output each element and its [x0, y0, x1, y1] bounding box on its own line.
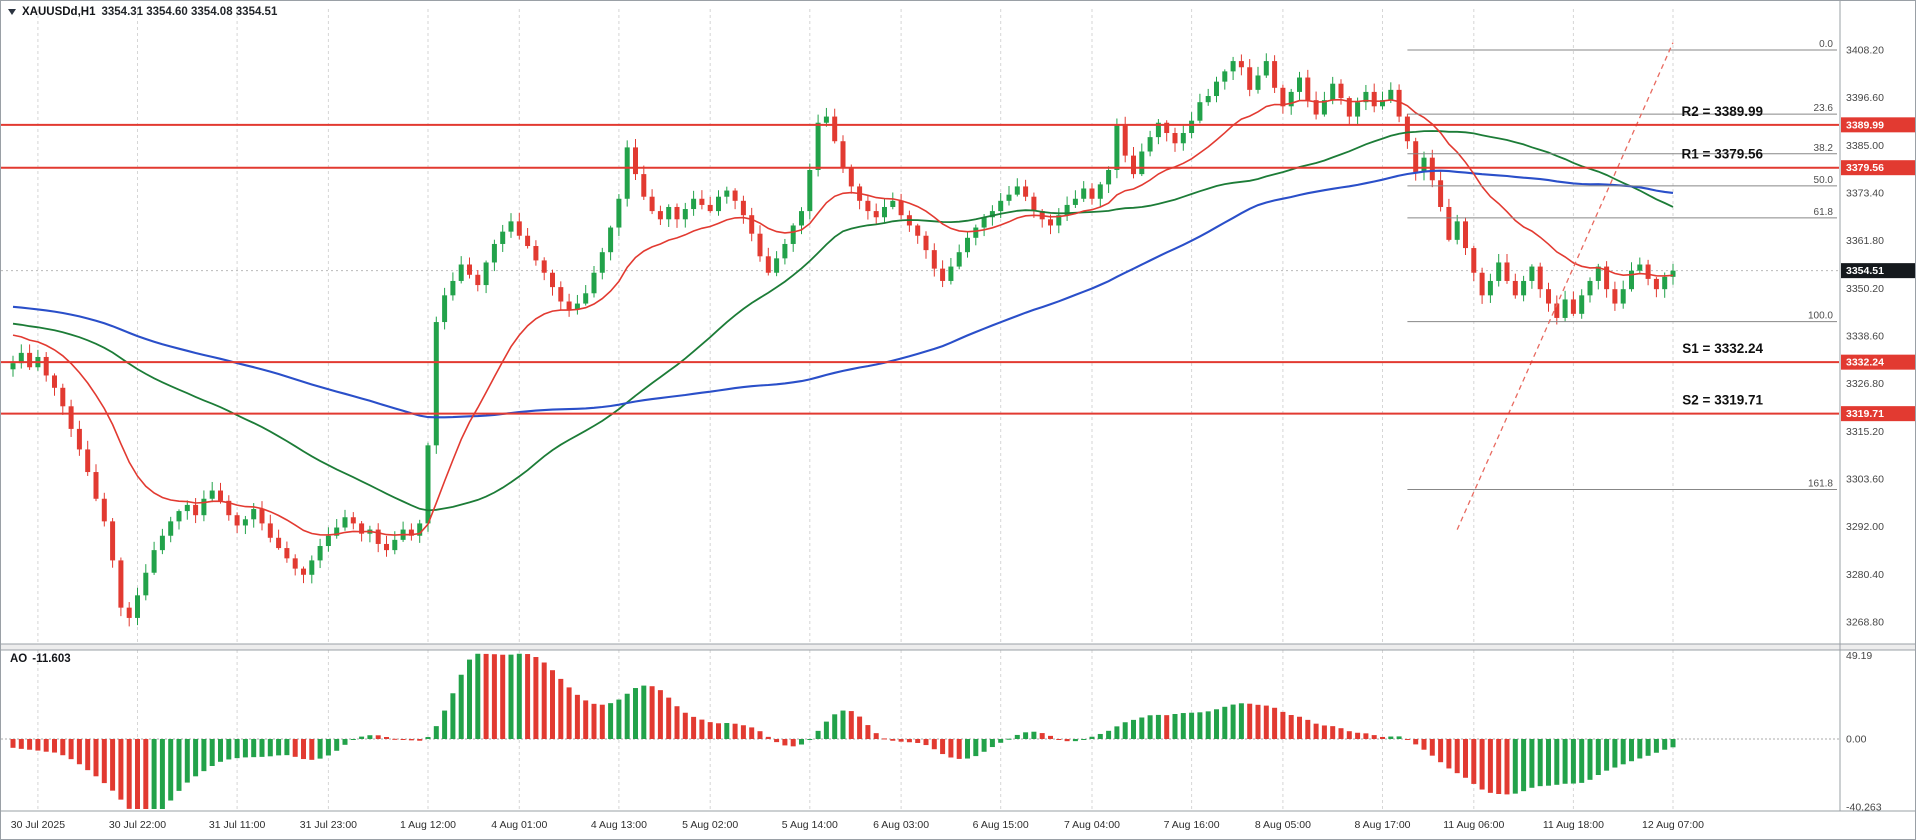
time-label: 1 Aug 12:00	[399, 819, 457, 831]
price-tick: 3280.40	[1846, 569, 1884, 581]
time-label: 5 Aug 02:00	[682, 819, 739, 831]
level-label: S1 = 3332.24	[1682, 341, 1763, 356]
symbol-header[interactable]: XAUUSDd,H1 3354.31 3354.60 3354.08 3354.…	[8, 6, 277, 18]
ao-tick: 0.00	[1846, 734, 1867, 746]
level-badge	[1841, 406, 1915, 422]
time-label: 11 Aug 06:00	[1443, 819, 1505, 831]
level-label: R2 = 3389.99	[1682, 104, 1763, 119]
time-axis[interactable]: 30 Jul 2025 30 Jul 22:00 31 Jul 11:00 31 Ju…	[1, 813, 1840, 839]
price-tick: 3338.60	[1846, 331, 1884, 343]
levels-layer: R2 = 3389.99 3389.99 R1 = 3379.56 3379.56 S1…	[1, 104, 1915, 422]
fib-label: 0.0	[1819, 39, 1833, 50]
time-label: 8 Aug 05:00	[1254, 819, 1311, 831]
fib-label: 23.6	[1814, 103, 1834, 114]
svg-text:3319.71: 3319.71	[1846, 408, 1884, 420]
time-label: 31 Jul 11:00	[208, 819, 266, 831]
level-badge	[1841, 117, 1915, 133]
time-label: 7 Aug 04:00	[1063, 819, 1121, 831]
time-label: 30 Jul 22:00	[108, 819, 167, 831]
price-tick: 3361.80	[1846, 235, 1884, 247]
svg-text:3379.56: 3379.56	[1846, 162, 1884, 174]
fibonacci-layer: 0.0 23.6 38.2 50.0 61.8 100.0 161.8	[1407, 39, 1837, 491]
fib-label: 50.0	[1814, 175, 1834, 186]
level-badge	[1841, 160, 1915, 176]
time-label: 11 Aug 18:00	[1542, 819, 1604, 831]
time-label: 7 Aug 16:00	[1163, 819, 1220, 831]
price-badge-current	[1841, 263, 1915, 279]
price-tick: 3326.80	[1846, 378, 1884, 390]
time-label: 12 Aug 07:00	[1642, 819, 1704, 831]
time-label: 4 Aug 13:00	[590, 819, 647, 831]
fib-label: 61.8	[1814, 207, 1834, 218]
header-ohlc-values: 3354.31 3354.60 3354.08 3354.51	[101, 6, 278, 18]
trendline	[1456, 42, 1674, 530]
symbol-title: XAUUSDd,H1	[22, 6, 96, 18]
fib-label: 100.0	[1808, 311, 1833, 322]
time-label: 8 Aug 17:00	[1354, 819, 1411, 831]
indicator-label: AO -11.603	[10, 653, 71, 665]
price-tick: 3315.20	[1846, 426, 1884, 438]
price-tick: 3303.60	[1846, 474, 1884, 486]
time-label: 6 Aug 03:00	[873, 819, 930, 831]
price-tick: 3350.20	[1846, 283, 1884, 295]
fib-label: 38.2	[1814, 143, 1834, 154]
ma-medium-line	[12, 130, 1674, 512]
fib-label: 161.8	[1808, 479, 1833, 490]
price-tick: 3292.00	[1846, 521, 1884, 533]
symbol-dropdown-icon[interactable]	[8, 9, 16, 15]
time-label: 30 Jul 2025	[10, 819, 66, 831]
price-tick: 3396.60	[1846, 92, 1884, 104]
level-label: R1 = 3379.56	[1682, 147, 1764, 162]
svg-text:3354.51: 3354.51	[1846, 265, 1884, 277]
svg-text:3389.99: 3389.99	[1846, 119, 1884, 131]
time-label: 5 Aug 14:00	[781, 819, 838, 831]
price-tick: 3385.00	[1846, 140, 1884, 152]
svg-text:3332.24: 3332.24	[1846, 357, 1884, 369]
level-label: S2 = 3319.71	[1682, 393, 1763, 408]
ao-layer	[1, 653, 1839, 809]
ao-tick: 49.19	[1846, 650, 1872, 662]
price-tick: 3373.40	[1846, 188, 1884, 200]
price-tick: 3408.20	[1846, 45, 1884, 57]
time-label: 31 Jul 23:00	[299, 819, 357, 831]
ao-tick: -40.263	[1846, 802, 1882, 814]
price-axis[interactable]: 3408.20 3396.60 3385.00 3373.40 3361.80 3350.…	[1846, 45, 1884, 814]
level-badge	[1841, 354, 1915, 370]
time-label: 4 Aug 01:00	[491, 819, 548, 831]
time-label: 6 Aug 15:00	[972, 819, 1029, 831]
indicator-value: -11.603	[32, 653, 71, 665]
ma-slow-line	[12, 169, 1674, 419]
ma-fast-line	[12, 98, 1674, 536]
price-tick: 3268.80	[1846, 617, 1884, 629]
indicator-name: AO	[10, 653, 28, 665]
grid-layer	[37, 9, 1674, 811]
